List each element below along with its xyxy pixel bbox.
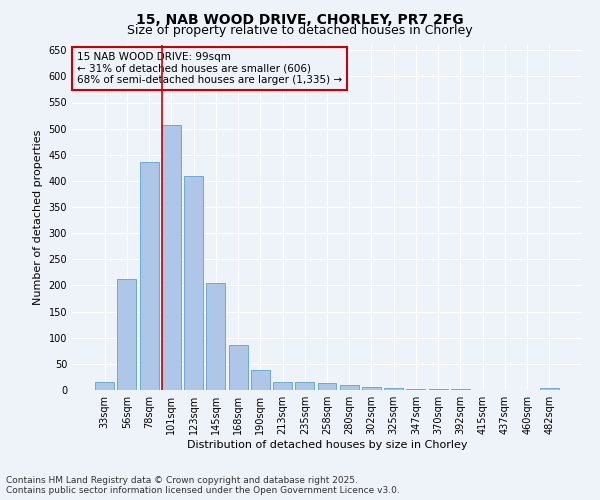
Bar bbox=[162, 125, 181, 390]
Text: Size of property relative to detached houses in Chorley: Size of property relative to detached ho… bbox=[127, 24, 473, 37]
Bar bbox=[295, 382, 314, 390]
Bar bbox=[206, 283, 225, 390]
Text: 15, NAB WOOD DRIVE, CHORLEY, PR7 2FG: 15, NAB WOOD DRIVE, CHORLEY, PR7 2FG bbox=[136, 12, 464, 26]
Bar bbox=[362, 388, 381, 390]
Bar bbox=[340, 385, 359, 390]
X-axis label: Distribution of detached houses by size in Chorley: Distribution of detached houses by size … bbox=[187, 440, 467, 450]
Y-axis label: Number of detached properties: Number of detached properties bbox=[33, 130, 43, 305]
Bar bbox=[251, 370, 270, 390]
Bar bbox=[317, 383, 337, 390]
Text: 15 NAB WOOD DRIVE: 99sqm
← 31% of detached houses are smaller (606)
68% of semi-: 15 NAB WOOD DRIVE: 99sqm ← 31% of detach… bbox=[77, 52, 342, 85]
Bar bbox=[273, 382, 292, 390]
Text: Contains HM Land Registry data © Crown copyright and database right 2025.
Contai: Contains HM Land Registry data © Crown c… bbox=[6, 476, 400, 495]
Bar bbox=[429, 389, 448, 390]
Bar bbox=[95, 382, 114, 390]
Bar bbox=[229, 345, 248, 390]
Bar bbox=[118, 278, 136, 390]
Bar bbox=[540, 388, 559, 390]
Bar bbox=[140, 162, 158, 390]
Bar bbox=[406, 389, 425, 390]
Bar bbox=[184, 176, 203, 390]
Bar bbox=[384, 388, 403, 390]
